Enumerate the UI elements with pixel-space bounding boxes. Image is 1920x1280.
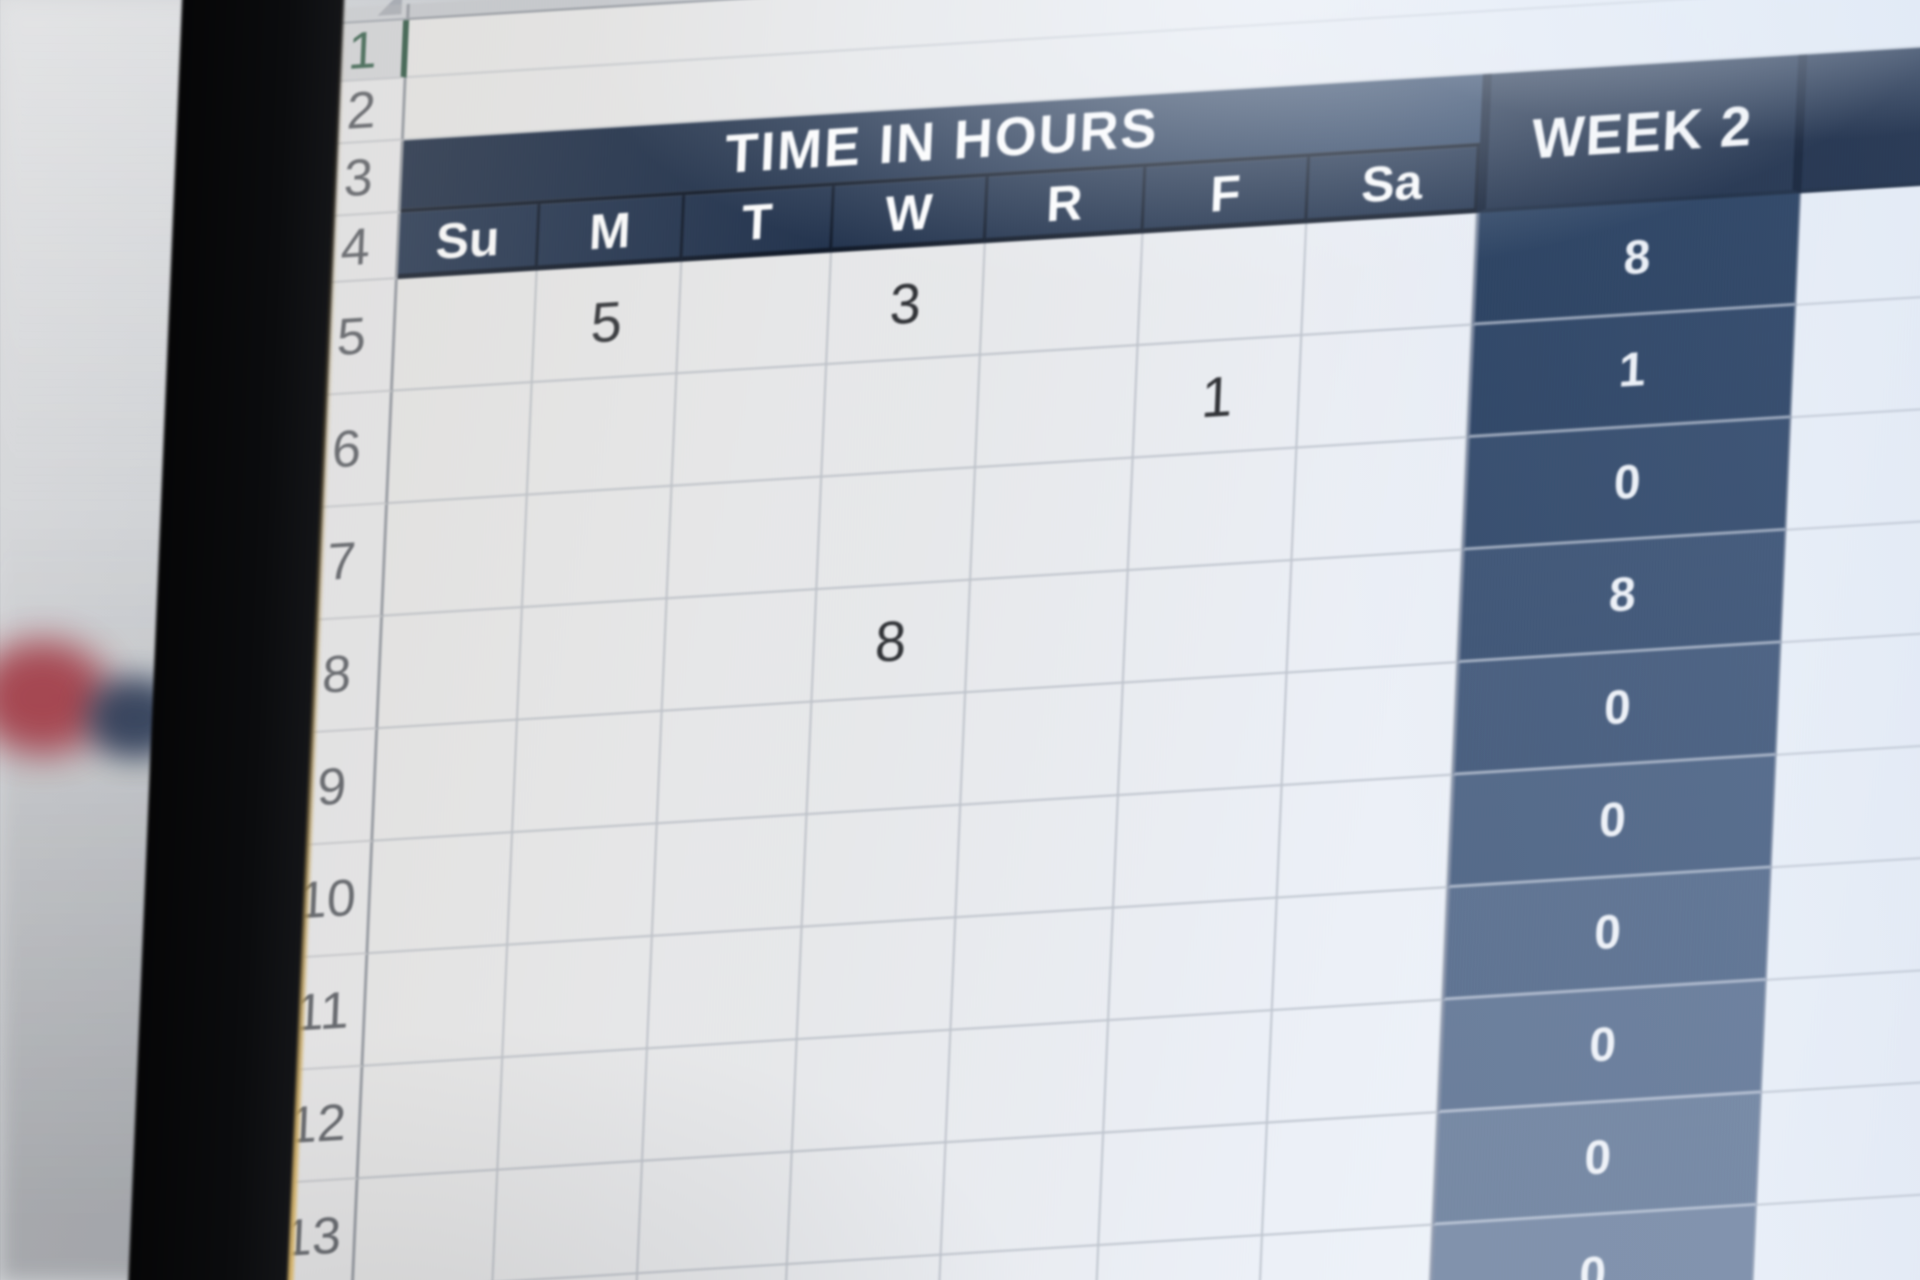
cell-r7-m[interactable] — [522, 486, 673, 609]
cell-r7-su[interactable] — [383, 495, 528, 617]
cell-r6-sa[interactable] — [1297, 325, 1472, 449]
cell-r6-r[interactable] — [975, 345, 1139, 469]
select-all-triangle-icon — [377, 0, 403, 16]
cell-r8-w[interactable]: 8 — [812, 580, 971, 703]
cell-r7-next[interactable] — [1786, 402, 1920, 531]
cell-r5-su[interactable] — [392, 270, 538, 392]
cell-r9-r[interactable] — [961, 683, 1124, 806]
cell-r13-su[interactable] — [353, 1170, 499, 1280]
cell-r6-w[interactable] — [822, 355, 981, 478]
day-header-su[interactable]: Su — [397, 204, 541, 280]
cell-r11-f[interactable] — [1109, 898, 1278, 1022]
cell-r8-t[interactable] — [662, 590, 818, 712]
cell-r10-su[interactable] — [368, 833, 514, 955]
cell-r10-m[interactable] — [508, 824, 658, 946]
cell-r9-sa[interactable] — [1282, 663, 1458, 786]
cell-r10-r[interactable] — [956, 796, 1119, 919]
cell-r12-m[interactable] — [498, 1049, 648, 1171]
cell-r5-t[interactable] — [677, 252, 833, 375]
day-header-r[interactable]: R — [985, 167, 1147, 244]
cell-r10-w[interactable] — [802, 805, 962, 928]
cell-r13-t[interactable] — [638, 1152, 793, 1275]
cell-r6-t[interactable] — [672, 365, 828, 487]
cell-r14-sa[interactable] — [1257, 1225, 1433, 1280]
week2-value-r11[interactable]: 0 — [1442, 868, 1772, 1001]
cell-r10-t[interactable] — [652, 815, 808, 937]
cell-r5-f[interactable] — [1138, 223, 1308, 346]
spreadsheet-screen: 1 2 3 TIME IN HOURS WEEK 2 4 Su M T W R F Sa 5 5 3 8 6 1 1 7… — [263, 0, 1920, 1280]
week2-value-r10[interactable]: 0 — [1447, 755, 1777, 889]
cell-r13-r[interactable] — [941, 1133, 1105, 1256]
cell-r11-sa[interactable] — [1272, 888, 1448, 1012]
next-week-header[interactable] — [1801, 38, 1920, 194]
day-header-m[interactable]: M — [537, 195, 686, 271]
cell-r7-t[interactable] — [667, 477, 823, 600]
cell-r10-f[interactable] — [1113, 785, 1283, 909]
cell-r5-sa[interactable] — [1302, 213, 1477, 336]
cell-r11-w[interactable] — [797, 918, 957, 1041]
cell-r8-su[interactable] — [378, 608, 523, 730]
cell-r9-w[interactable] — [807, 693, 967, 816]
cell-r9-f[interactable] — [1118, 673, 1288, 797]
cell-r12-w[interactable] — [792, 1030, 952, 1153]
week2-value-r12[interactable]: 0 — [1437, 980, 1767, 1114]
cell-r8-r[interactable] — [966, 570, 1129, 694]
cell-r8-f[interactable] — [1123, 560, 1293, 684]
week2-header[interactable]: WEEK 2 — [1476, 54, 1808, 214]
spreadsheet-grid: 1 2 3 TIME IN HOURS WEEK 2 4 Su M T W R F Sa 5 5 3 8 6 1 1 7… — [264, 0, 1920, 1280]
cell-r11-m[interactable] — [503, 936, 653, 1059]
cell-r6-next[interactable] — [1791, 289, 1920, 419]
week2-value-r6[interactable]: 1 — [1466, 305, 1797, 439]
cell-r12-next[interactable] — [1761, 964, 1920, 1094]
cell-r9-t[interactable] — [657, 702, 813, 825]
cell-r11-su[interactable] — [363, 945, 509, 1067]
cell-r7-w[interactable] — [817, 468, 976, 591]
cell-r9-su[interactable] — [373, 720, 518, 842]
cell-r6-su[interactable] — [387, 383, 533, 505]
day-header-f[interactable]: F — [1143, 157, 1311, 234]
cell-r7-f[interactable] — [1128, 448, 1298, 571]
cell-r12-t[interactable] — [642, 1040, 798, 1162]
week2-value-r8[interactable]: 8 — [1457, 530, 1787, 664]
cell-r12-su[interactable] — [358, 1058, 504, 1180]
cell-r5-m[interactable]: 5 — [532, 261, 683, 384]
cell-r10-next[interactable] — [1771, 739, 1920, 869]
cell-r7-r[interactable] — [970, 458, 1134, 581]
day-header-t[interactable]: T — [682, 186, 835, 262]
cell-r8-next[interactable] — [1781, 514, 1920, 644]
cell-r13-next[interactable] — [1756, 1077, 1920, 1206]
cell-r8-sa[interactable] — [1287, 550, 1463, 674]
day-header-sa[interactable]: Sa — [1307, 146, 1480, 224]
cell-r8-m[interactable] — [517, 599, 668, 721]
week2-value-r9[interactable]: 0 — [1452, 643, 1782, 776]
cell-r13-m[interactable] — [493, 1161, 643, 1280]
cell-r13-f[interactable] — [1099, 1123, 1268, 1247]
cell-r11-next[interactable] — [1766, 852, 1920, 981]
cell-r10-sa[interactable] — [1277, 775, 1453, 899]
week2-value-r5[interactable]: 8 — [1471, 193, 1802, 326]
week2-value-r7[interactable]: 0 — [1462, 418, 1792, 551]
cell-r13-w[interactable] — [787, 1143, 947, 1266]
cell-r7-sa[interactable] — [1292, 438, 1467, 561]
cell-r13-sa[interactable] — [1262, 1113, 1438, 1237]
cell-r6-f[interactable]: 1 — [1133, 335, 1303, 459]
cell-r11-t[interactable] — [647, 927, 803, 1050]
cell-r12-r[interactable] — [946, 1021, 1110, 1144]
cell-r5-next[interactable] — [1796, 177, 1920, 306]
cell-r6-m[interactable] — [527, 374, 678, 496]
cell-r5-w[interactable]: 3 — [827, 243, 986, 366]
cell-r9-next[interactable] — [1776, 627, 1920, 756]
cell-r5-r[interactable] — [980, 233, 1144, 356]
cell-r12-f[interactable] — [1104, 1011, 1273, 1134]
cell-r9-m[interactable] — [513, 711, 663, 834]
day-header-w[interactable]: W — [832, 176, 989, 253]
cell-r11-r[interactable] — [951, 908, 1114, 1031]
week2-value-r13[interactable]: 0 — [1432, 1093, 1762, 1226]
cell-r12-sa[interactable] — [1267, 1000, 1443, 1124]
